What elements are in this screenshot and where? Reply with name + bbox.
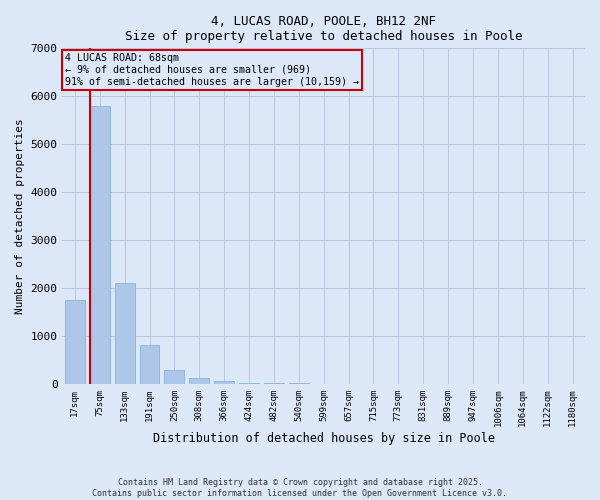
Bar [140,344,160,384]
X-axis label: Distribution of detached houses by size in Poole: Distribution of detached houses by size … [153,432,495,445]
Bar [115,284,134,384]
Text: 4 LUCAS ROAD: 68sqm
← 9% of detached houses are smaller (969)
91% of semi-detach: 4 LUCAS ROAD: 68sqm ← 9% of detached hou… [65,54,359,86]
Bar [190,378,209,384]
Bar [164,370,184,384]
Bar [264,383,284,384]
Y-axis label: Number of detached properties: Number of detached properties [15,118,25,314]
Title: 4, LUCAS ROAD, POOLE, BH12 2NF
Size of property relative to detached houses in P: 4, LUCAS ROAD, POOLE, BH12 2NF Size of p… [125,15,523,43]
Text: Contains HM Land Registry data © Crown copyright and database right 2025.
Contai: Contains HM Land Registry data © Crown c… [92,478,508,498]
Bar [65,300,85,384]
Bar [239,383,259,384]
Bar [214,381,234,384]
Bar [90,106,110,384]
